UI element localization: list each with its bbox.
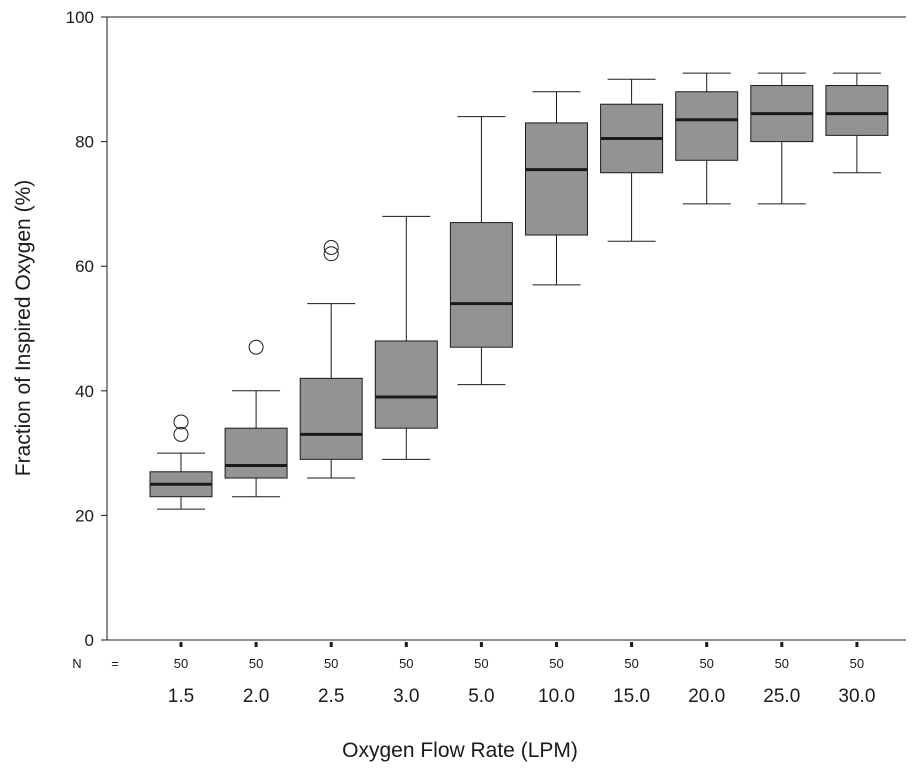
x-tick-mark [555, 642, 558, 647]
box-1.5 [149, 414, 213, 510]
y-tick-label: 80 [75, 133, 94, 152]
x-category-label: 20.0 [688, 686, 725, 707]
x-category-label: 10.0 [538, 686, 575, 707]
box-series [149, 72, 889, 510]
n-count-label: 50 [174, 656, 188, 671]
y-axis-title: Fraction of Inspired Oxygen (%) [12, 180, 35, 476]
outlier-point [173, 426, 189, 442]
n-count-label: 50 [399, 656, 413, 671]
y-tick-label: 20 [75, 506, 94, 525]
x-category-label: 3.0 [393, 686, 419, 707]
x-category-label: 5.0 [468, 686, 494, 707]
x-category-label: 2.0 [243, 686, 269, 707]
x-tick-mark [705, 642, 709, 647]
n-count-label: 50 [474, 656, 488, 671]
box-30.0 [825, 72, 889, 174]
x-axis-title: Oxygen Flow Rate (LPM) [342, 739, 578, 762]
box-3.0 [374, 215, 438, 460]
x-tick-mark [329, 642, 333, 647]
x-category-label: 25.0 [763, 686, 800, 707]
y-tick-label: 40 [75, 382, 94, 401]
box-2.5 [299, 240, 363, 479]
iqr-box [825, 85, 889, 136]
outlier-point [323, 240, 339, 256]
n-count-label: 50 [624, 656, 638, 671]
y-tick-label: 60 [75, 257, 94, 276]
iqr-box [525, 122, 588, 236]
x-tick-mark [179, 642, 183, 647]
x-category-label: 30.0 [838, 686, 875, 707]
outlier-point [323, 246, 339, 262]
y-tick-label: 0 [85, 631, 94, 650]
n-count-label: 50 [850, 656, 864, 671]
x-axis-labels: 50 1.5 50 2.0 50 2.5 50 3.0 50 5.0 50 10.0 50 15.0 50 2… [168, 642, 875, 707]
box-15.0 [600, 78, 664, 242]
x-tick-mark [780, 642, 784, 647]
x-category-label: 2.5 [318, 686, 344, 707]
n-count-label: 50 [549, 656, 563, 671]
y-tick-label: 100 [66, 8, 94, 27]
iqr-box [374, 340, 438, 429]
outlier-point [173, 414, 189, 430]
x-tick-mark [404, 642, 408, 647]
box-5.0 [449, 116, 513, 386]
box-10.0 [525, 91, 588, 286]
x-category-label: 1.5 [168, 686, 194, 707]
box-20.0 [675, 72, 739, 205]
n-count-label: 50 [324, 656, 338, 671]
x-tick-mark [254, 642, 258, 647]
n-count-label: 50 [775, 656, 789, 671]
n-row-label: N [72, 656, 81, 671]
iqr-box [675, 91, 739, 161]
iqr-box [299, 377, 363, 460]
plot-frame [106, 16, 906, 641]
n-count-label: 50 [249, 656, 263, 671]
x-tick-mark [479, 642, 483, 647]
box-2.0 [224, 339, 288, 498]
x-category-label: 15.0 [613, 686, 650, 707]
n-row-equals: = [111, 656, 119, 671]
x-tick-mark [630, 642, 634, 647]
outlier-point [248, 339, 264, 355]
x-tick-mark [855, 642, 859, 647]
box-25.0 [750, 72, 814, 205]
iqr-box [224, 427, 288, 479]
n-count-label: 50 [699, 656, 713, 671]
y-axis-ticks: 0 20 40 60 80 100 [66, 8, 107, 650]
iqr-box [449, 222, 513, 348]
